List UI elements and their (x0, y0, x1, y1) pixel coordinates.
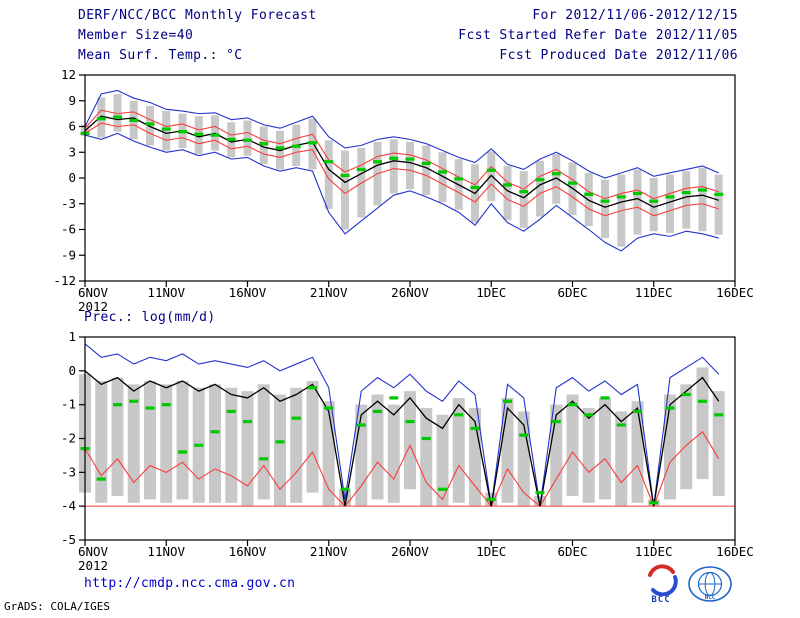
ncc-logo: NCC (688, 566, 732, 602)
svg-text:-2: -2 (61, 431, 76, 446)
series-ensemble-max (84, 343, 720, 507)
svg-text:16DEC: 16DEC (716, 544, 754, 559)
series-ensemble-min (84, 430, 720, 508)
member-size-label: Member Size=40 (78, 28, 194, 43)
bcc-logo-label: BCC (651, 595, 671, 605)
svg-text:6NOV: 6NOV (78, 285, 109, 300)
temp-chart-title: Mean Surf. Temp.: °C (78, 48, 243, 63)
svg-text:9: 9 (68, 93, 76, 108)
precipitation-median-dashes (80, 386, 724, 505)
svg-text:-5: -5 (61, 532, 76, 547)
svg-text:21NOV: 21NOV (310, 544, 348, 559)
svg-text:11DEC: 11DEC (635, 285, 673, 300)
precipitation-year-label: 2012 (78, 558, 108, 573)
precip-chart-title: Prec.: log(mm/d) (84, 310, 216, 325)
svg-text:1: 1 (68, 329, 76, 344)
surface-temperature-median-dashes (80, 115, 724, 203)
svg-text:16NOV: 16NOV (229, 285, 267, 300)
svg-text:12: 12 (61, 67, 76, 82)
svg-text:0: 0 (68, 363, 76, 378)
svg-text:-3: -3 (61, 464, 76, 479)
svg-text:-1: -1 (61, 397, 76, 412)
svg-text:3: 3 (68, 144, 76, 159)
page-title: DERF/NCC/BCC Monthly Forecast (78, 8, 317, 23)
svg-text:11DEC: 11DEC (635, 544, 673, 559)
fcst-produced-label: Fcst Produced Date 2012/11/06 (499, 48, 738, 63)
bcc-logo (648, 564, 678, 596)
surface-temperature-year-label: 2012 (78, 299, 108, 314)
series-ensemble-max (84, 89, 719, 179)
precipitation-x-axis: 6NOV 11NOV 16NOV 21NOV 26NOV 1DEC 6DEC 11DEC 16D… (78, 540, 754, 573)
svg-text:6NOV: 6NOV (78, 544, 109, 559)
precipitation-spread-bars (79, 367, 725, 507)
svg-text:6DEC: 6DEC (557, 285, 587, 300)
svg-text:26NOV: 26NOV (391, 544, 429, 559)
svg-text:21NOV: 21NOV (310, 285, 348, 300)
surface-temperature-y-axis: 12 9 6 3 0 -3 -6 -9 -12 (53, 67, 85, 288)
series-ensemble-mean (84, 370, 720, 507)
svg-text:-3: -3 (61, 196, 76, 211)
svg-text:11NOV: 11NOV (147, 285, 185, 300)
svg-text:-6: -6 (61, 222, 76, 237)
surface-temperature-spread-bars (81, 93, 723, 247)
svg-text:16DEC: 16DEC (716, 285, 754, 300)
series-ensemble-min (84, 132, 719, 252)
svg-text:6DEC: 6DEC (557, 544, 587, 559)
svg-text:0: 0 (68, 170, 76, 185)
svg-text:16NOV: 16NOV (229, 544, 267, 559)
grads-credit: GrADS: COLA/IGES (4, 600, 110, 613)
footer-url[interactable]: http://cmdp.ncc.cma.gov.cn (84, 576, 296, 591)
series-ensemble-mean (84, 115, 719, 208)
surface-temperature-x-axis: 6NOV 11NOV 16NOV 21NOV 26NOV 1DEC 6DEC 11DEC 16D… (78, 281, 754, 314)
svg-text:-9: -9 (61, 247, 76, 262)
svg-text:1DEC: 1DEC (476, 544, 506, 559)
series-upper-quartile (84, 109, 719, 200)
series-lower-quartile (84, 122, 719, 217)
svg-text:1DEC: 1DEC (476, 285, 506, 300)
svg-text:26NOV: 26NOV (391, 285, 429, 300)
svg-text:6: 6 (68, 119, 76, 134)
svg-text:-4: -4 (61, 498, 76, 513)
svg-text:11NOV: 11NOV (147, 544, 185, 559)
ncc-logo-label: NCC (705, 594, 716, 601)
fcst-started-label: Fcst Started Refer Date 2012/11/05 (458, 28, 738, 43)
svg-text:-12: -12 (53, 273, 76, 288)
precipitation-y-axis: 1 0 -1 -2 -3 -4 -5 (61, 329, 85, 547)
forecast-range-label: For 2012/11/06-2012/12/15 (532, 8, 738, 23)
